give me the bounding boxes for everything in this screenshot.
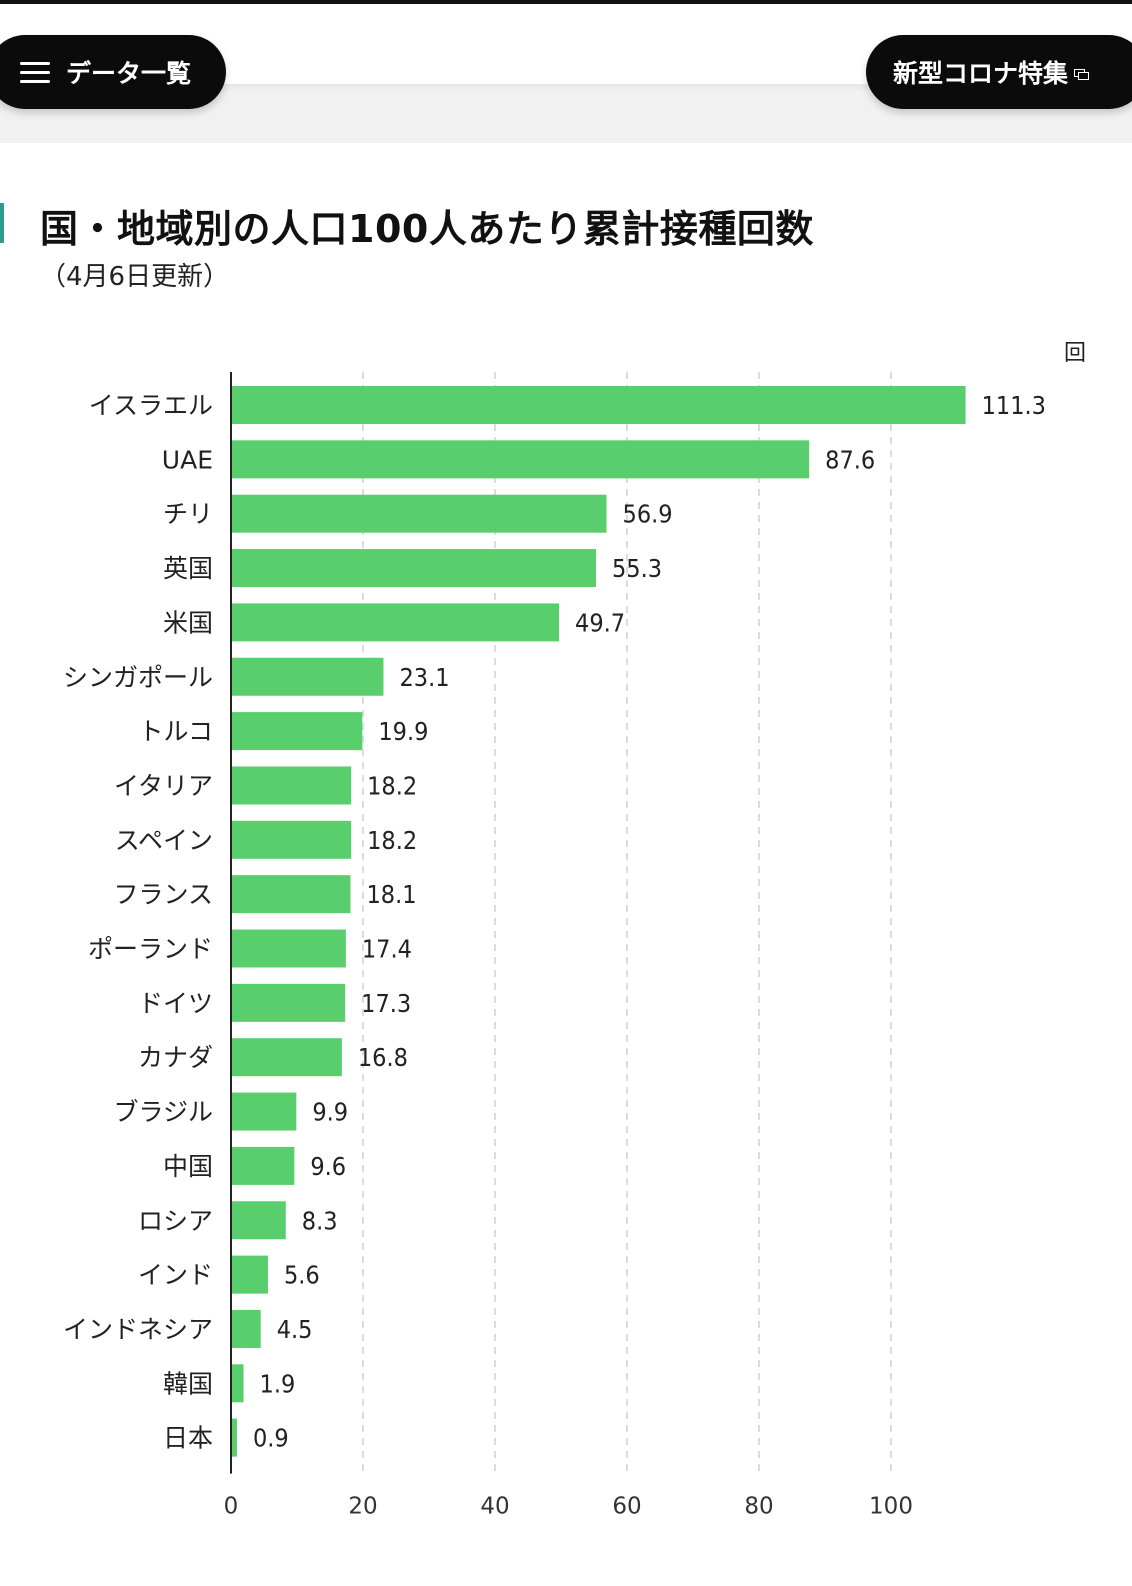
value-label: 18.2: [367, 826, 417, 855]
category-label: ブラジル: [113, 1098, 213, 1127]
x-tick-label: 40: [480, 1494, 509, 1520]
category-label: スペイン: [115, 826, 213, 855]
bars: [231, 386, 966, 1457]
category-label: 中国: [163, 1152, 213, 1181]
value-label: 1.9: [260, 1369, 296, 1398]
bar: [231, 386, 966, 424]
bar: [231, 1309, 261, 1348]
category-label: カナダ: [138, 1043, 213, 1072]
category-label: シンガポール: [63, 663, 213, 692]
value-label: 55.3: [612, 554, 662, 583]
x-tick-label: 100: [869, 1494, 913, 1520]
bar: [231, 1418, 237, 1457]
labels: 0 20 40 60 80 100 イスラエル 111.3 UAE 87.6 チリ 56.9 英国 55.…: [63, 372, 1046, 1520]
value-label: 87.6: [825, 445, 875, 474]
category-label: イスラエル: [89, 391, 213, 420]
bar: [231, 1146, 295, 1185]
category-label: 米国: [163, 608, 213, 637]
value-label: 49.7: [575, 608, 625, 637]
value-label: 4.5: [277, 1315, 313, 1344]
bar: [231, 1255, 268, 1294]
bar: [231, 929, 346, 968]
category-label: インド: [138, 1261, 213, 1290]
x-tick-label: 60: [612, 1494, 641, 1520]
bar: [231, 983, 346, 1022]
category-label: チリ: [163, 500, 213, 529]
value-label: 111.3: [982, 391, 1046, 420]
header-shadow: [0, 84, 1132, 92]
external-link-icon: [1074, 68, 1090, 80]
category-label: イタリア: [114, 771, 213, 800]
category-label: 韓国: [163, 1369, 213, 1398]
category-label: 英国: [163, 554, 213, 583]
bar: [231, 603, 560, 642]
data-list-label: データ一覧: [66, 59, 192, 88]
bar: [231, 440, 810, 479]
value-label: 16.8: [358, 1043, 408, 1072]
category-label: インドネシア: [63, 1315, 213, 1344]
value-label: 5.6: [284, 1261, 320, 1290]
bar: [231, 494, 607, 533]
value-label: 17.3: [361, 989, 411, 1018]
bar: [231, 820, 352, 859]
value-label: 18.1: [366, 880, 416, 909]
bar: [231, 712, 363, 751]
value-label: 17.4: [362, 935, 412, 964]
bar-chart: 0 20 40 60 80 100 イスラエル 111.3 UAE 87.6 チリ 56.9 英国 55.…: [63, 341, 1086, 1520]
bar: [231, 1364, 244, 1403]
value-label: 0.9: [253, 1424, 289, 1453]
chart-subtitle: （4月6日更新）: [40, 262, 230, 292]
x-tick-label: 80: [744, 1494, 773, 1520]
bar: [231, 549, 596, 588]
corona-feature-link[interactable]: 新型コロナ特集: [866, 35, 1132, 109]
value-label: 8.3: [302, 1206, 338, 1235]
value-label: 19.9: [378, 717, 428, 746]
bar: [231, 766, 352, 805]
value-label: 23.1: [399, 663, 449, 692]
category-label: ポーランド: [88, 935, 213, 964]
x-tick-label: 20: [348, 1494, 377, 1520]
bar: [231, 1092, 297, 1131]
bar: [231, 875, 351, 914]
menu-icon: [20, 60, 50, 84]
bar: [231, 1201, 286, 1240]
value-label: 9.9: [312, 1098, 348, 1127]
corona-feature-label: 新型コロナ特集: [893, 59, 1069, 88]
bar: [231, 657, 384, 696]
category-label: トルコ: [138, 717, 213, 746]
category-label: 日本: [163, 1424, 213, 1453]
category-label: フランス: [113, 880, 213, 909]
category-label: ロシア: [138, 1206, 213, 1235]
title-accent: [0, 203, 4, 243]
grid-lines: [362, 372, 892, 1474]
value-label: 18.2: [367, 771, 417, 800]
top-border: [0, 0, 1132, 4]
unit-label: 回: [1064, 341, 1086, 366]
category-label: ドイツ: [138, 989, 213, 1018]
data-list-button[interactable]: データ一覧: [0, 35, 226, 109]
value-label: 56.9: [623, 500, 673, 529]
value-label: 9.6: [310, 1152, 346, 1181]
x-tick-label: 0: [224, 1494, 239, 1520]
bar: [231, 1038, 342, 1077]
chart-title: 国・地域別の人口100人あたり累計接種回数: [40, 207, 814, 251]
category-label: UAE: [162, 445, 213, 474]
